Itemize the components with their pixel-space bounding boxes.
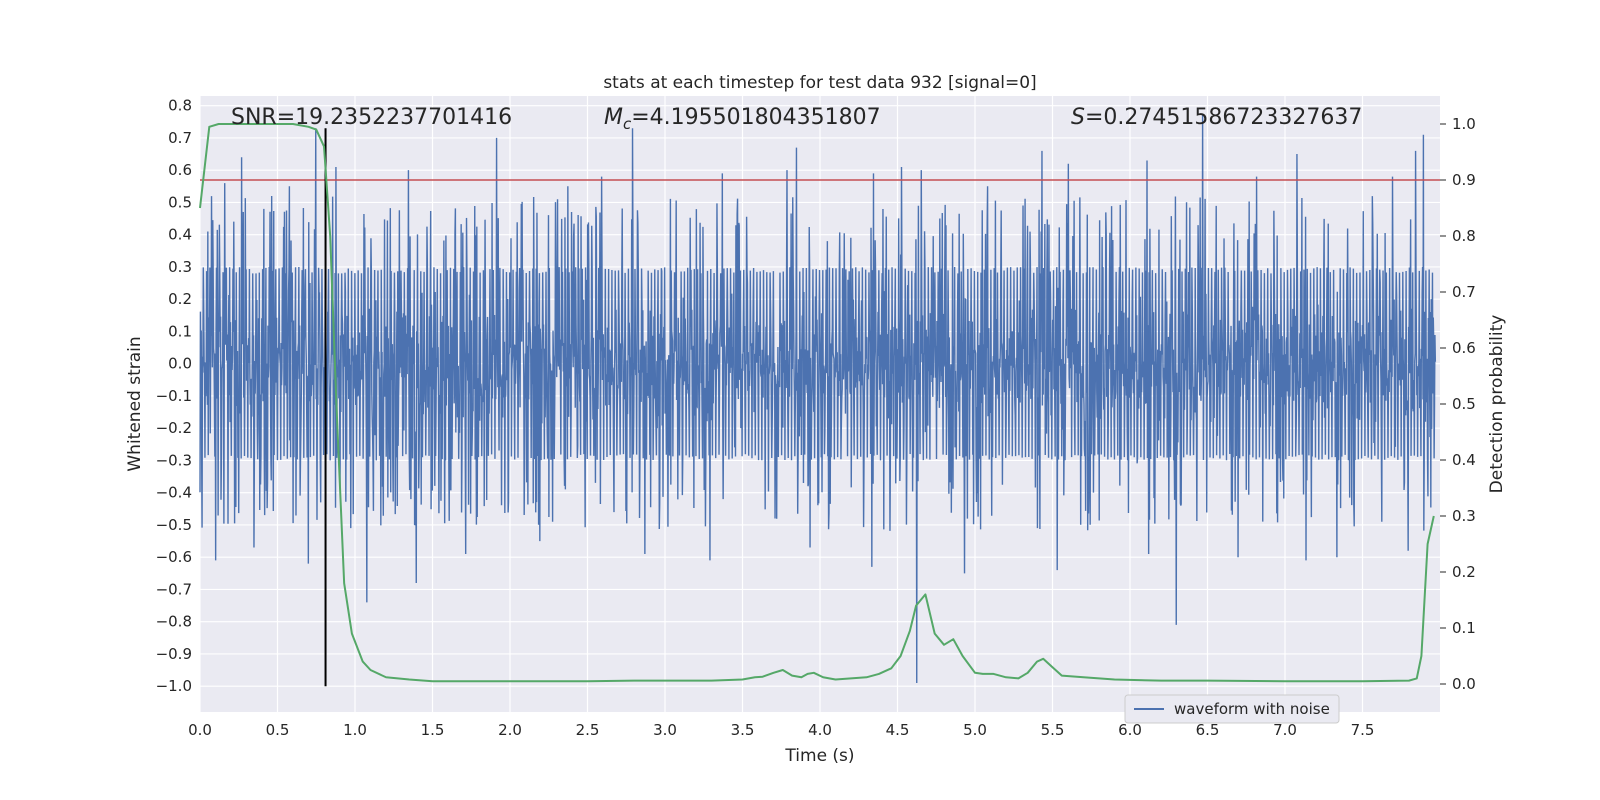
probability-series	[199, 123, 1435, 683]
legend: waveform with noise	[1124, 694, 1340, 724]
y-tick-label: 0.1	[168, 322, 192, 340]
y2-tick-label: 0.8	[1452, 227, 1476, 245]
x-tick-label: 5.0	[963, 721, 987, 739]
y2-tick-label: 0.3	[1452, 507, 1476, 525]
y2-tick-label: 0.7	[1452, 283, 1476, 301]
y-tick-label: −0.6	[156, 548, 192, 566]
y-tick-label: 0.6	[168, 161, 192, 179]
x-axis-label: Time (s)	[784, 746, 854, 766]
x-tick-label: 7.0	[1273, 721, 1297, 739]
y-tick-label: −0.9	[156, 645, 192, 663]
y-tick-label: −0.1	[156, 387, 192, 405]
x-tick-label: 5.5	[1041, 721, 1065, 739]
y-tick-label: −1.0	[156, 677, 192, 695]
x-tick-label: 1.0	[343, 721, 367, 739]
chirp-mass-value: =4.195501804351807	[631, 105, 880, 130]
x-tick-label: 2.0	[498, 721, 522, 739]
y2-tick-label: 0.6	[1452, 339, 1476, 357]
x-tick-label: 1.5	[421, 721, 445, 739]
y2-tick-label: 0.2	[1452, 563, 1476, 581]
legend-box	[1124, 694, 1340, 724]
y2-axis-label: Detection probability	[1487, 315, 1507, 494]
y-tick-label: −0.4	[156, 484, 192, 502]
y-tick-label: 0.8	[168, 97, 192, 115]
y2-tick-label: 1.0	[1452, 115, 1476, 133]
y-axis-label: Whitened strain	[125, 336, 145, 471]
y2-tick-label: 0.9	[1452, 171, 1476, 189]
x-tick-label: 2.5	[576, 721, 600, 739]
y-tick-label: 0.3	[168, 258, 192, 276]
chirp-mass-annotation: Mc=4.195501804351807	[604, 105, 881, 133]
waveform-line	[199, 115, 1437, 683]
probability-line	[199, 123, 1435, 683]
x-tick-label: 4.0	[808, 721, 832, 739]
y-axis-ticks: 0.8 0.7 0.6 0.5 0.4 0.3 0.2 0.1 0.0 −0.1 −0.2 −0.3 −…	[156, 97, 192, 696]
y-tick-label: −0.2	[156, 419, 192, 437]
y2-tick-label: 0.5	[1452, 395, 1476, 413]
y-tick-label: 0.2	[168, 290, 192, 308]
y2-tick-label: 0.1	[1452, 619, 1476, 637]
y-tick-label: −0.7	[156, 580, 192, 598]
spin-value: =0.27451586723327637	[1085, 105, 1362, 130]
y-tick-label: −0.5	[156, 516, 192, 534]
spin-annotation: S=0.27451586723327637	[1071, 105, 1362, 130]
snr-annotation: SNR=19.2352237701416	[231, 105, 512, 130]
y-tick-label: 0.0	[168, 355, 192, 373]
spin-symbol: S	[1071, 105, 1085, 130]
y2-tick-label: 0.0	[1452, 675, 1476, 693]
y-tick-label: −0.8	[156, 613, 192, 631]
x-tick-label: 6.0	[1118, 721, 1142, 739]
x-tick-label: 3.5	[731, 721, 755, 739]
x-tick-label: 3.0	[653, 721, 677, 739]
x-tick-label: 0.0	[188, 721, 212, 739]
y-tick-label: 0.4	[168, 226, 192, 244]
chart-title: stats at each timestep for test data 932…	[603, 73, 1036, 93]
y2-axis-ticks: 1.0 0.9 0.8 0.7 0.6 0.5 0.4 0.3 0.2 0.1 0.0	[1440, 115, 1476, 693]
x-tick-label: 0.5	[266, 721, 290, 739]
x-tick-label: 7.5	[1351, 721, 1375, 739]
y-tick-label: 0.5	[168, 193, 192, 211]
x-axis-ticks: 0.0 0.5 1.0 1.5 2.0 2.5 3.0 3.5 4.0 4.5 5.0 5.5 6.0 6…	[188, 721, 1374, 739]
y-tick-label: 0.7	[168, 129, 192, 147]
x-tick-label: 4.5	[886, 721, 910, 739]
chirp-mass-symbol: M	[604, 105, 623, 130]
y-tick-label: −0.3	[156, 451, 192, 469]
legend-entry: waveform with noise	[1174, 700, 1330, 718]
y2-tick-label: 0.4	[1452, 451, 1476, 469]
chirp-mass-subscript: c	[623, 115, 632, 133]
x-tick-label: 6.5	[1196, 721, 1220, 739]
waveform-series	[199, 115, 1437, 683]
